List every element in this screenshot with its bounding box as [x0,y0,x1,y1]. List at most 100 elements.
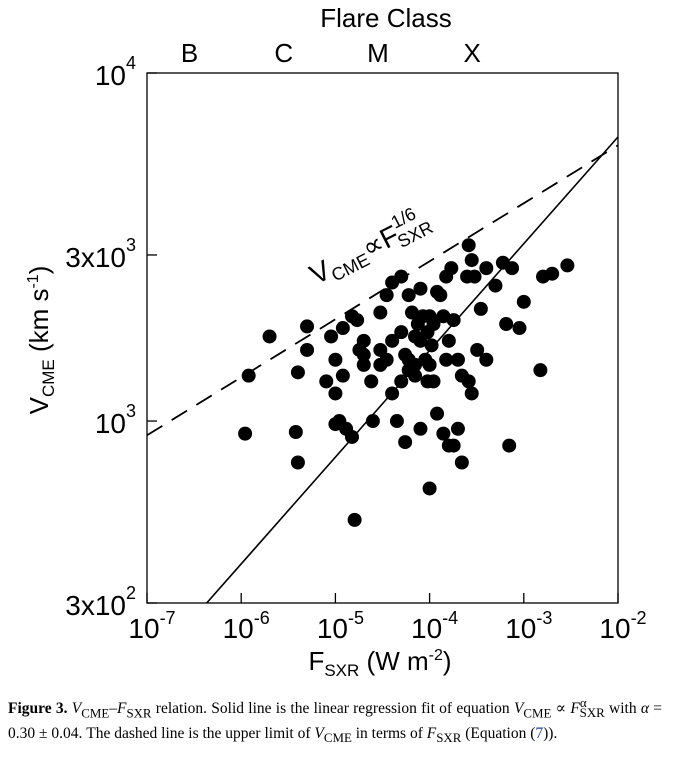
data-point [385,333,400,348]
caption-f: F [116,700,127,718]
data-point [441,333,456,348]
caption-eq-f-sub: SXR [579,705,605,721]
data-point [560,258,575,273]
data-point [533,363,548,378]
data-point [401,288,416,303]
caption-text-1: relation. Solid line is the linear regre… [151,700,510,718]
data-point [339,421,354,436]
flare-class-label: C [274,38,293,68]
flare-class-label: B [181,38,198,68]
caption-figure-label: Figure 3. [8,700,68,718]
x-tick-label: 10-3 [505,608,552,644]
dashed-line-label: VCME∝F1/6SXR [302,199,436,294]
data-point [464,386,479,401]
data-point [356,347,371,362]
data-point [408,368,423,383]
data-point [300,319,315,334]
data-point [424,338,439,353]
data-point [356,357,371,372]
caption-eq-alpha: α [640,700,649,718]
data-point [450,421,465,436]
data-point [394,374,409,389]
x-axis-ticks: 10-7 10-6 10-5 10-4 10-3 10-2 [128,593,647,644]
data-point [373,357,388,372]
x-tick-label: 10-7 [128,608,175,644]
data-point [450,352,465,367]
caption-last-f: F [426,725,437,743]
data-point [394,269,409,284]
data-point [473,301,488,316]
x-tick-label: 10-4 [411,608,458,644]
data-point [470,342,485,357]
data-point [439,352,454,367]
data-point [365,414,380,429]
scatter-chart: 10-7 10-6 10-5 10-4 10-3 10-2 104 3x103 103 3x10… [24,3,647,680]
data-point [545,266,560,281]
caption-eq-mid: with [604,700,641,718]
caption-v: V [71,700,82,718]
data-point [404,305,419,320]
data-point [356,333,371,348]
data-point [444,261,459,276]
caption-eq-v-sub: CME [523,705,552,721]
data-point [499,317,514,332]
data-point [479,352,494,367]
data-point [426,317,441,332]
plot-frame [146,72,619,604]
caption-eq-value: = 0.30 ± 0.04. The dashed line is the up… [8,700,663,743]
data-point [446,438,461,453]
data-point [238,426,253,441]
data-point [488,278,503,293]
data-point [350,313,365,328]
caption-eq-f-sup: α [579,695,587,710]
x-axis-label: FSXR (W m-2) [308,646,451,680]
data-point [467,269,482,284]
data-point [385,386,400,401]
y-axis-ticks: 104 3x103 103 3x102 [65,53,157,621]
data-point [398,435,413,450]
data-point [464,253,479,268]
caption-f-sub: SXR [126,705,152,721]
data-point [364,374,379,389]
data-point [433,288,448,303]
data-point [479,261,494,276]
data-point [328,352,343,367]
data-point [502,438,517,453]
data-point [319,374,334,389]
caption-last-v: V [314,725,324,743]
data-point [394,325,409,340]
data-point [461,374,476,389]
y-axis-label: VCME (km s-1) [24,266,58,415]
data-point [241,368,256,383]
data-point [512,321,527,336]
data-point [347,512,362,527]
caption-equation-link[interactable]: 7 [535,725,544,743]
data-point [461,238,476,253]
caption-dash: – [109,700,117,718]
y-tick-label: 104 [95,53,136,91]
y-tick-label: 3x102 [65,583,136,621]
data-point [373,305,388,320]
data-point [426,374,441,389]
data-point [516,294,531,309]
x-tick-label: 10-6 [223,608,270,644]
y-tick-label: 103 [95,401,136,439]
data-point [422,481,437,496]
data-point [430,406,445,421]
data-point [413,421,428,436]
y-tick-label: 3x103 [65,235,136,273]
data-point [335,368,350,383]
data-point [335,321,350,336]
flare-class-title: Flare Class [320,3,451,33]
data-point [413,281,428,296]
data-point [328,386,343,401]
flare-class-label: X [464,38,481,68]
data-point [408,329,423,344]
caption-last-eq-close: )). [543,725,558,743]
data-points [238,238,575,527]
caption-v-sub: CME [81,705,110,721]
data-point [290,365,305,380]
caption-eq-v: V [513,700,524,718]
data-point [300,342,315,357]
